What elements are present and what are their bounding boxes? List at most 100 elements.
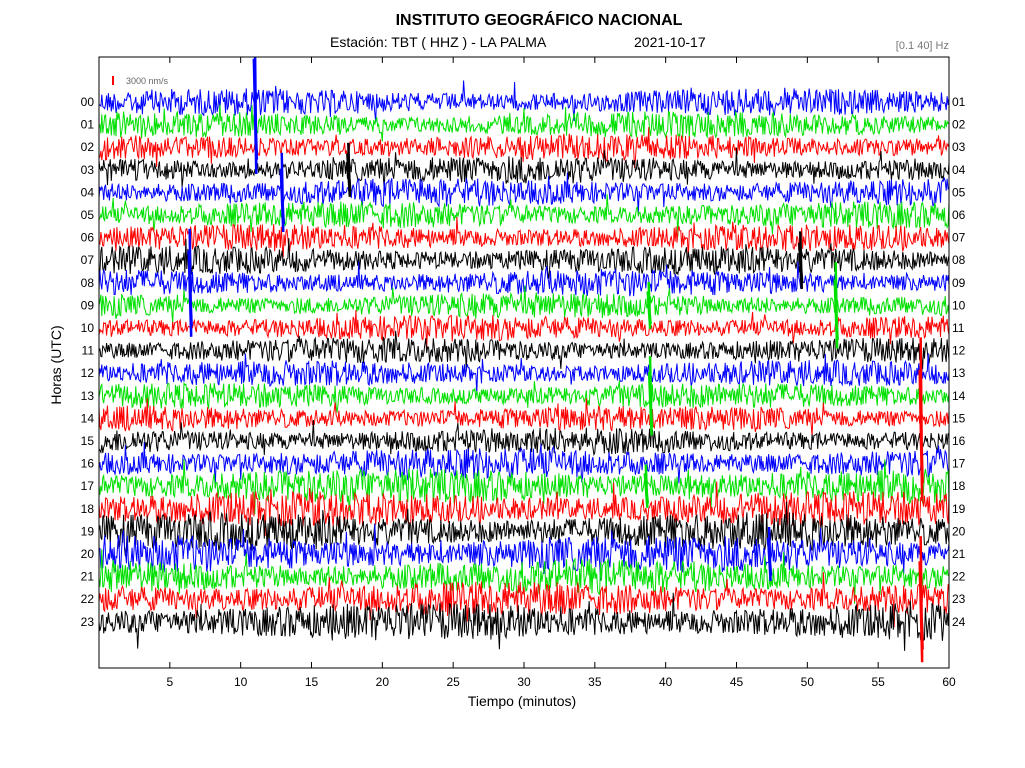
trace-hour-10 bbox=[99, 310, 949, 348]
x-tick-label: 10 bbox=[234, 675, 248, 689]
hour-label-right: 10 bbox=[952, 298, 966, 312]
event-spike-1 bbox=[346, 142, 352, 197]
hour-label-left: 00 bbox=[81, 95, 95, 109]
x-tick-label: 45 bbox=[730, 675, 744, 689]
trace-hour-14 bbox=[99, 397, 949, 437]
trace-hour-08 bbox=[99, 261, 949, 297]
x-tick-label: 15 bbox=[305, 675, 319, 689]
hour-label-right: 19 bbox=[952, 502, 966, 516]
event-spike-7 bbox=[647, 356, 654, 436]
hour-label-right: 04 bbox=[952, 163, 966, 177]
hour-label-right: 03 bbox=[952, 140, 966, 154]
trace-hour-12 bbox=[99, 353, 949, 394]
hour-label-right: 24 bbox=[952, 615, 966, 629]
hour-label-right: 01 bbox=[952, 95, 966, 109]
trace-hour-00 bbox=[99, 80, 949, 123]
trace-hour-03 bbox=[99, 147, 949, 190]
scale-bar: 3000 nm/s bbox=[112, 76, 169, 86]
x-tick-label: 50 bbox=[801, 675, 815, 689]
hour-label-left: 13 bbox=[81, 389, 95, 403]
trace-hour-04 bbox=[99, 172, 949, 215]
x-axis: 5 10 15 20 25 30 35 40 45 50 55 60 bbox=[166, 57, 956, 689]
hour-label-right: 08 bbox=[952, 253, 966, 267]
event-spike-9 bbox=[643, 464, 650, 508]
hour-label-right: 07 bbox=[952, 231, 966, 245]
event-spike-11 bbox=[918, 536, 924, 663]
event-spike-8 bbox=[918, 337, 924, 500]
hour-label-left: 09 bbox=[81, 298, 95, 312]
hour-label-left: 18 bbox=[81, 502, 95, 516]
trace-hour-02 bbox=[99, 127, 949, 169]
hour-label-left: 10 bbox=[81, 321, 95, 335]
hour-label-left: 21 bbox=[81, 570, 95, 584]
hour-label-right: 11 bbox=[952, 321, 965, 335]
hour-label-left: 01 bbox=[81, 118, 95, 132]
hour-labels: 00 01 01 02 02 03 03 04 04 05 05 06 06 07 07 08 08 09 09 10… bbox=[81, 95, 966, 629]
event-spike-0 bbox=[252, 57, 259, 175]
event-spike-3 bbox=[798, 231, 804, 290]
trace-hour-05 bbox=[99, 194, 949, 237]
trace-hour-11 bbox=[99, 330, 949, 372]
filter-label: [0.1 40] Hz bbox=[895, 40, 949, 52]
hour-label-left: 08 bbox=[81, 276, 95, 290]
hour-label-right: 15 bbox=[952, 411, 966, 425]
hour-label-left: 05 bbox=[81, 208, 95, 222]
hour-label-right: 18 bbox=[952, 479, 966, 493]
hour-label-left: 22 bbox=[81, 592, 95, 606]
event-spike-4 bbox=[187, 228, 193, 337]
scale-bar-label: 3000 nm/s bbox=[126, 76, 169, 86]
hour-label-left: 15 bbox=[81, 434, 95, 448]
trace-hour-06 bbox=[99, 216, 949, 259]
hour-label-left: 17 bbox=[81, 479, 95, 493]
trace-hour-18 bbox=[99, 481, 949, 536]
x-tick-label: 20 bbox=[376, 675, 390, 689]
hour-label-left: 23 bbox=[81, 615, 95, 629]
hour-label-right: 09 bbox=[952, 276, 966, 290]
hour-label-right: 05 bbox=[952, 185, 966, 199]
hour-label-right: 16 bbox=[952, 434, 966, 448]
x-tick-label: 60 bbox=[942, 675, 956, 689]
trace-hour-19 bbox=[99, 501, 949, 557]
event-spike-10 bbox=[766, 526, 773, 582]
x-tick-label: 40 bbox=[659, 675, 673, 689]
hour-label-right: 21 bbox=[952, 547, 966, 561]
trace-hour-23 bbox=[99, 592, 949, 651]
x-tick-label: 35 bbox=[588, 675, 602, 689]
hour-label-right: 14 bbox=[952, 389, 966, 403]
trace-hour-17 bbox=[99, 459, 949, 515]
x-tick-label: 30 bbox=[517, 675, 531, 689]
hour-label-left: 12 bbox=[81, 366, 95, 380]
x-axis-label: Tiempo (minutos) bbox=[467, 693, 577, 709]
trace-hour-22 bbox=[99, 572, 949, 628]
date-label: 2021-10-17 bbox=[634, 34, 706, 50]
event-spike-6 bbox=[646, 281, 652, 329]
trace-hour-01 bbox=[99, 104, 949, 142]
station-label: Estación: TBT ( HHZ ) - LA PALMA bbox=[330, 34, 547, 50]
trace-group bbox=[99, 57, 949, 663]
hour-label-right: 23 bbox=[952, 592, 966, 606]
hour-label-left: 07 bbox=[81, 253, 95, 267]
x-tick-label: 55 bbox=[871, 675, 885, 689]
hour-label-left: 16 bbox=[81, 457, 95, 471]
scale-bar-mark bbox=[112, 76, 114, 85]
hour-label-right: 06 bbox=[952, 208, 966, 222]
hour-label-left: 14 bbox=[81, 411, 95, 425]
trace-hour-16 bbox=[99, 441, 949, 488]
hour-label-right: 12 bbox=[952, 344, 966, 358]
page-title: INSTITUTO GEOGRÁFICO NACIONAL bbox=[395, 12, 683, 29]
hour-label-right: 13 bbox=[952, 366, 966, 380]
trace-hour-20 bbox=[99, 523, 949, 581]
hour-label-left: 04 bbox=[81, 185, 95, 199]
hour-label-right: 22 bbox=[952, 570, 966, 584]
hour-label-right: 02 bbox=[952, 118, 966, 132]
trace-hour-07 bbox=[99, 238, 949, 279]
hour-label-left: 03 bbox=[81, 163, 95, 177]
event-spike-2 bbox=[279, 152, 285, 233]
event-spike-5 bbox=[833, 262, 839, 349]
trace-hour-13 bbox=[99, 380, 949, 413]
trace-hour-09 bbox=[99, 285, 949, 324]
hour-label-left: 02 bbox=[81, 140, 95, 154]
x-tick-label: 25 bbox=[446, 675, 460, 689]
x-tick-label: 5 bbox=[166, 675, 173, 689]
